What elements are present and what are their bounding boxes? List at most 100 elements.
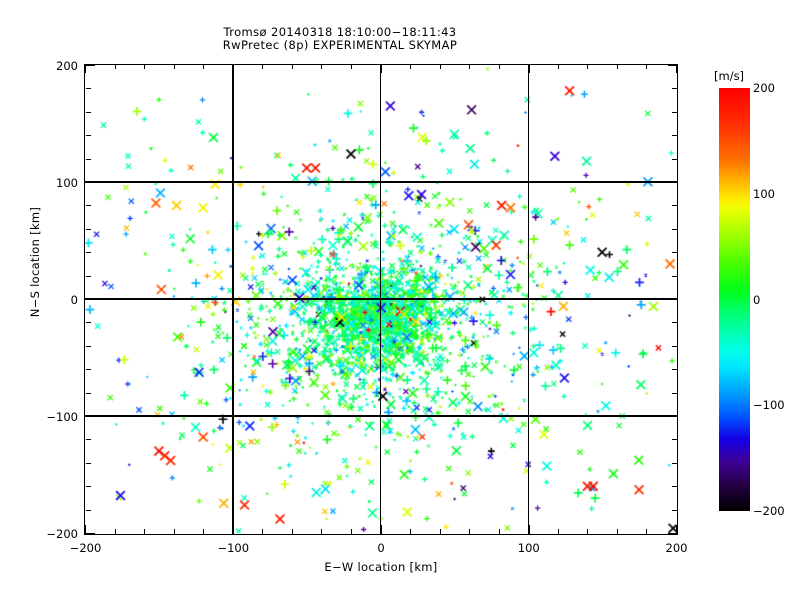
y-tick-minor: [85, 252, 91, 254]
x-tick-minor-top: [350, 64, 352, 69]
plot-area: [84, 64, 678, 535]
y-tick-major: [85, 298, 95, 301]
x-tick-minor-top: [291, 64, 293, 69]
x-tick-minor-top: [173, 64, 175, 69]
chart-title: Tromsø 20140318 18:10:00−18:11:43 RwPret…: [0, 26, 680, 52]
y-tick-minor: [85, 158, 91, 160]
y-tick-minor: [85, 462, 91, 464]
x-tick-minor-top: [114, 64, 116, 69]
y-tick-minor: [85, 111, 91, 113]
y-tick-major: [85, 64, 95, 67]
colorbar-tick-label: −100: [753, 398, 785, 413]
x-tick-major: [675, 524, 678, 534]
y-tick-major-right: [667, 415, 677, 418]
x-tick-minor: [439, 528, 441, 534]
y-tick-major-right: [667, 532, 677, 535]
y-tick-minor-right: [671, 486, 677, 488]
y-tick-minor: [85, 439, 91, 441]
y-tick-major-right: [667, 64, 677, 67]
x-tick-minor-top: [587, 64, 589, 69]
colorbar-tick-label: −200: [753, 504, 785, 518]
y-tick-minor: [85, 275, 91, 277]
x-tick-minor-top: [203, 64, 205, 69]
x-axis-label: E−W location [km]: [324, 560, 438, 574]
colorbar-tick-label: 100: [753, 186, 775, 201]
y-tick-minor: [85, 392, 91, 394]
y-tick-minor: [85, 88, 91, 90]
x-tick-minor-top: [439, 64, 441, 69]
x-tick-minor: [173, 528, 175, 534]
y-tick-minor-right: [671, 111, 677, 113]
x-tick-minor-top: [469, 64, 471, 69]
y-tick-minor: [85, 486, 91, 488]
x-tick-major: [528, 524, 530, 534]
x-tick-major: [380, 524, 382, 534]
y-tick-minor-right: [671, 252, 677, 254]
x-tick-major-top: [528, 64, 530, 73]
title-line-1: Tromsø 20140318 18:10:00−18:11:43: [223, 25, 457, 39]
x-tick-minor-top: [262, 64, 264, 69]
x-tick-minor: [616, 528, 618, 534]
y-tick-minor-right: [671, 205, 677, 207]
x-tick-label: −100: [217, 541, 250, 555]
x-tick-minor: [557, 528, 559, 534]
y-tick-minor-right: [671, 322, 677, 324]
y-tick-minor-right: [671, 369, 677, 371]
x-tick-major-top: [84, 64, 87, 73]
y-axis-label: N−S location [km]: [28, 206, 42, 318]
y-tick-minor: [85, 228, 91, 230]
colorbar-tick-label: 0: [753, 292, 761, 307]
x-tick-major-top: [232, 64, 234, 73]
x-tick-minor: [646, 528, 648, 534]
x-tick-minor-top: [498, 64, 500, 69]
y-tick-label: −200: [46, 526, 78, 541]
y-tick-major: [85, 415, 95, 418]
x-tick-minor: [144, 528, 146, 534]
y-tick-minor-right: [671, 88, 677, 90]
y-tick-label: 0: [70, 292, 78, 307]
x-tick-minor: [350, 528, 352, 534]
x-tick-major-top: [675, 64, 678, 73]
x-tick-minor-top: [144, 64, 146, 69]
x-tick-label: −200: [69, 541, 102, 555]
y-tick-major-right: [667, 181, 677, 184]
y-tick-minor-right: [671, 462, 677, 464]
x-tick-major: [84, 524, 87, 534]
y-tick-label: −100: [46, 409, 78, 424]
title-line-2: RwPretec (8p) EXPERIMENTAL SKYMAP: [222, 38, 458, 52]
x-tick-minor: [587, 528, 589, 534]
x-tick-minor: [291, 528, 293, 534]
gridline-horizontal: [85, 298, 677, 300]
gridline-horizontal: [85, 415, 677, 417]
y-tick-minor: [85, 205, 91, 207]
x-tick-label: 0: [377, 541, 385, 555]
y-tick-minor: [85, 135, 91, 137]
x-tick-minor: [262, 528, 264, 534]
y-tick-label: 200: [56, 58, 78, 73]
y-tick-minor: [85, 369, 91, 371]
x-tick-minor-top: [646, 64, 648, 69]
y-tick-minor-right: [671, 228, 677, 230]
y-tick-minor-right: [671, 135, 677, 137]
y-tick-major-right: [667, 298, 677, 301]
x-tick-minor: [410, 528, 412, 534]
y-tick-minor-right: [671, 158, 677, 160]
y-tick-major: [85, 181, 95, 184]
x-tick-minor-top: [410, 64, 412, 69]
y-tick-minor-right: [671, 509, 677, 511]
x-tick-minor: [498, 528, 500, 534]
colorbar: [719, 88, 750, 511]
y-tick-label: 100: [56, 175, 78, 190]
x-tick-major: [232, 524, 234, 534]
x-tick-minor: [203, 528, 205, 534]
y-tick-minor-right: [671, 345, 677, 347]
colorbar-unit-label: [m/s]: [714, 69, 745, 83]
x-tick-major-top: [380, 64, 382, 73]
x-tick-label: 200: [665, 541, 688, 555]
x-tick-minor-top: [616, 64, 618, 69]
y-tick-minor-right: [671, 439, 677, 441]
gridline-horizontal: [85, 181, 677, 183]
y-tick-minor-right: [671, 392, 677, 394]
x-tick-minor: [469, 528, 471, 534]
